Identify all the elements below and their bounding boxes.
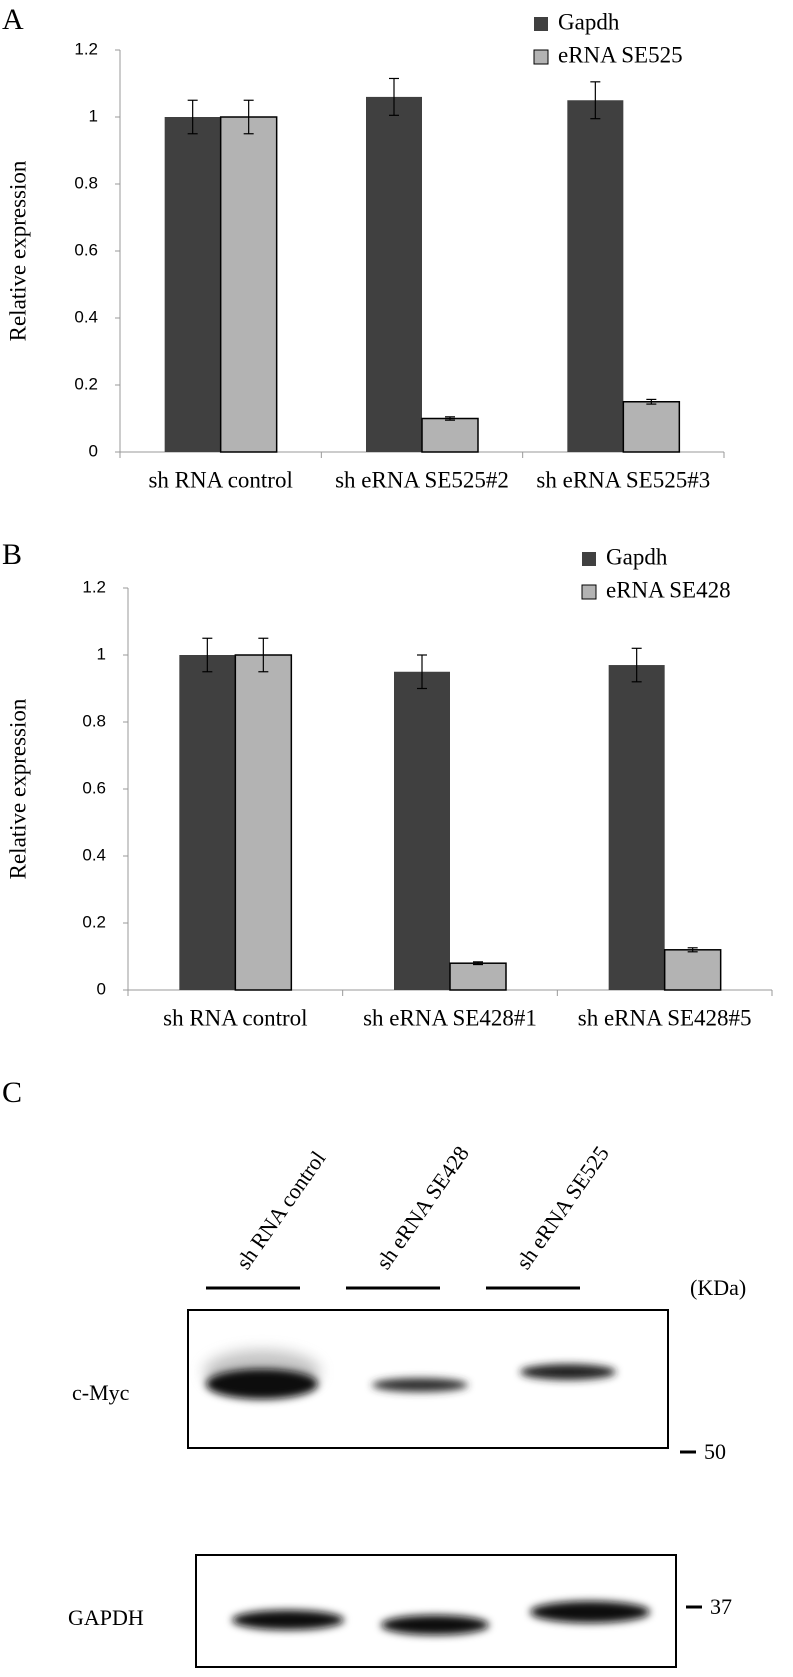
y-tick-label: 1 (97, 644, 106, 663)
y-axis-label: Relative expression (5, 160, 30, 341)
panel-label: B (2, 538, 22, 571)
legend-label: eRNA SE428 (606, 577, 731, 602)
bar (234, 654, 293, 991)
y-axis-label: Relative expression (5, 698, 30, 879)
y-tick-label: 1.2 (82, 577, 106, 596)
x-tick-label: sh eRNA SE428#5 (578, 1005, 752, 1030)
legend-label: Gapdh (606, 544, 668, 569)
band (381, 1615, 489, 1635)
bar (164, 117, 221, 452)
band (372, 1378, 468, 1392)
legend-swatch (582, 552, 596, 566)
band (520, 1364, 616, 1380)
bar (219, 116, 278, 453)
y-tick-label: 0 (89, 441, 98, 460)
y-tick-label: 0.8 (82, 711, 106, 730)
lane-label: sh RNA control (231, 1146, 331, 1273)
bar (608, 665, 665, 990)
panel-label: A (2, 3, 24, 36)
band (232, 1610, 344, 1630)
marker-label: 37 (710, 1594, 732, 1619)
y-tick-label: 0.6 (74, 240, 98, 259)
y-tick-label: 0.6 (82, 778, 106, 797)
y-tick-label: 0.2 (82, 912, 106, 931)
y-tick-label: 0 (97, 979, 106, 998)
blot-gapdh (195, 1554, 702, 1668)
x-tick-label: sh RNA control (148, 467, 292, 492)
band (206, 1369, 318, 1399)
y-tick-label: 1.2 (74, 39, 98, 58)
y-tick-label: 0.2 (74, 374, 98, 393)
legend-label: eRNA SE525 (558, 42, 683, 67)
marker-label: 50 (704, 1439, 726, 1464)
bar (179, 655, 236, 990)
row-label: GAPDH (68, 1605, 144, 1630)
legend-swatch (581, 584, 597, 600)
row-label: c-Myc (72, 1380, 130, 1405)
x-tick-label: sh eRNA SE428#1 (363, 1005, 537, 1030)
lane-label: sh eRNA SE428 (371, 1141, 474, 1274)
blot-c-myc (187, 1309, 696, 1454)
y-tick-label: 0.4 (82, 845, 106, 864)
x-tick-label: sh eRNA SE525#3 (536, 467, 710, 492)
bar (622, 401, 681, 453)
lane-label: sh eRNA SE525 (511, 1141, 614, 1274)
unit-label: (KDa) (690, 1275, 746, 1300)
x-tick-label: sh eRNA SE525#2 (335, 467, 509, 492)
y-tick-label: 0.8 (74, 173, 98, 192)
bar (567, 100, 624, 452)
bar (366, 96, 422, 453)
legend-swatch (534, 17, 548, 31)
y-tick-label: 1 (89, 106, 98, 125)
bar (449, 962, 507, 991)
y-tick-label: 0.4 (74, 307, 98, 326)
band (530, 1601, 650, 1623)
legend-swatch (533, 49, 549, 65)
panel-label: C (2, 1076, 22, 1109)
bar (394, 671, 450, 990)
x-tick-label: sh RNA control (163, 1005, 307, 1030)
bar (421, 417, 479, 453)
bar (663, 949, 722, 991)
legend-label: Gapdh (558, 9, 620, 34)
